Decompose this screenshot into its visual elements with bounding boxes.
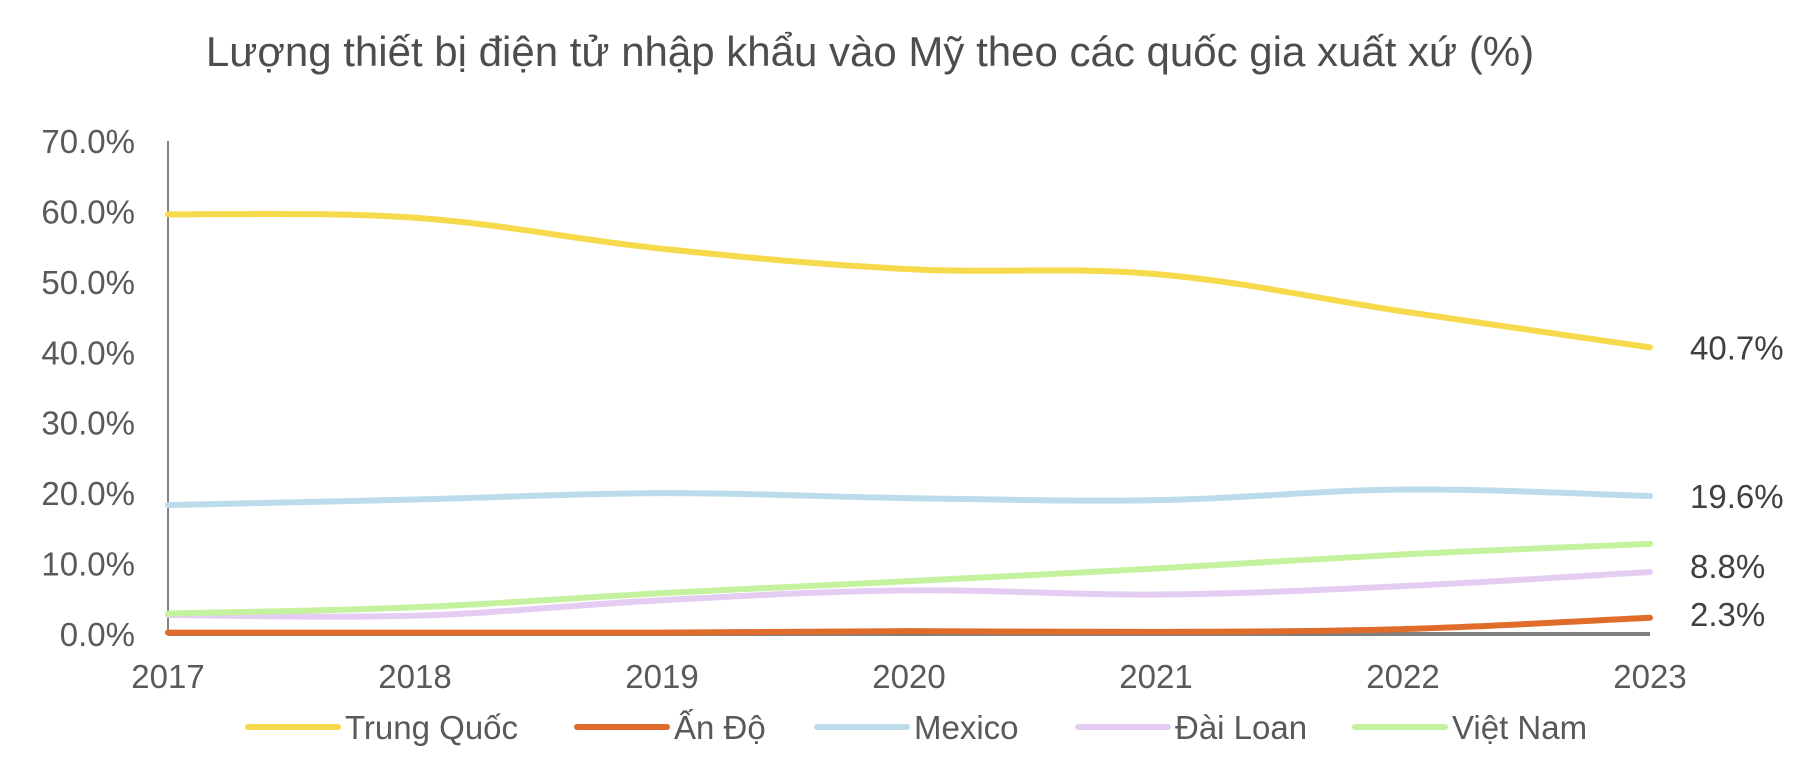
legend-item: Ấn Độ — [574, 709, 766, 746]
y-tick-label: 50.0% — [41, 264, 135, 301]
y-tick-label: 10.0% — [41, 546, 135, 583]
y-tick-label: 30.0% — [41, 405, 135, 442]
x-tick-label: 2017 — [131, 658, 204, 695]
series-line-5 — [165, 540, 1653, 617]
chart-title: Lượng thiết bị điện tử nhập khẩu vào Mỹ … — [206, 28, 1534, 75]
legend-label: Ấn Độ — [674, 709, 766, 746]
y-axis-ticks: 0.0% 10.0% 20.0% 30.0% 40.0% 50.0% 60.0% 70.0% — [41, 123, 135, 653]
x-tick-label: 2023 — [1613, 658, 1686, 695]
x-tick-label: 2020 — [872, 658, 945, 695]
y-tick-label: 0.0% — [60, 616, 135, 653]
x-tick-label: 2021 — [1119, 658, 1192, 695]
series-line-1 — [165, 210, 1653, 351]
end-value-label: 2.3% — [1690, 596, 1765, 633]
y-tick-label: 40.0% — [41, 334, 135, 371]
legend-label: Việt Nam — [1452, 709, 1587, 746]
legend-item: Đài Loan — [1075, 709, 1307, 746]
legend-label: Trung Quốc — [345, 709, 518, 746]
legend-item: Việt Nam — [1352, 709, 1587, 746]
series-line-2 — [165, 614, 1653, 636]
legend: Trung Quốc Ấn Độ Mexico Đài Loan Việt Nam — [245, 709, 1587, 746]
series-line-3 — [165, 486, 1653, 509]
end-labels: 40.7% 2.3% 19.6% 8.8% — [1690, 329, 1784, 632]
end-value-label: 19.6% — [1690, 478, 1784, 515]
series-line-4 — [165, 569, 1653, 620]
end-value-label: 40.7% — [1690, 329, 1784, 366]
legend-item: Trung Quốc — [245, 709, 518, 746]
y-tick-label: 70.0% — [41, 123, 135, 160]
x-tick-label: 2019 — [625, 658, 698, 695]
x-tick-label: 2022 — [1366, 658, 1439, 695]
x-axis-ticks: 2017 2018 2019 2020 2021 2022 2023 — [131, 658, 1686, 695]
legend-item: Mexico — [814, 709, 1019, 746]
legend-label: Đài Loan — [1175, 709, 1307, 746]
legend-label: Mexico — [914, 709, 1019, 746]
x-tick-label: 2018 — [378, 658, 451, 695]
y-tick-label: 60.0% — [41, 193, 135, 230]
end-value-label: 8.8% — [1690, 548, 1765, 585]
series-lines — [165, 210, 1653, 636]
y-tick-label: 20.0% — [41, 475, 135, 512]
